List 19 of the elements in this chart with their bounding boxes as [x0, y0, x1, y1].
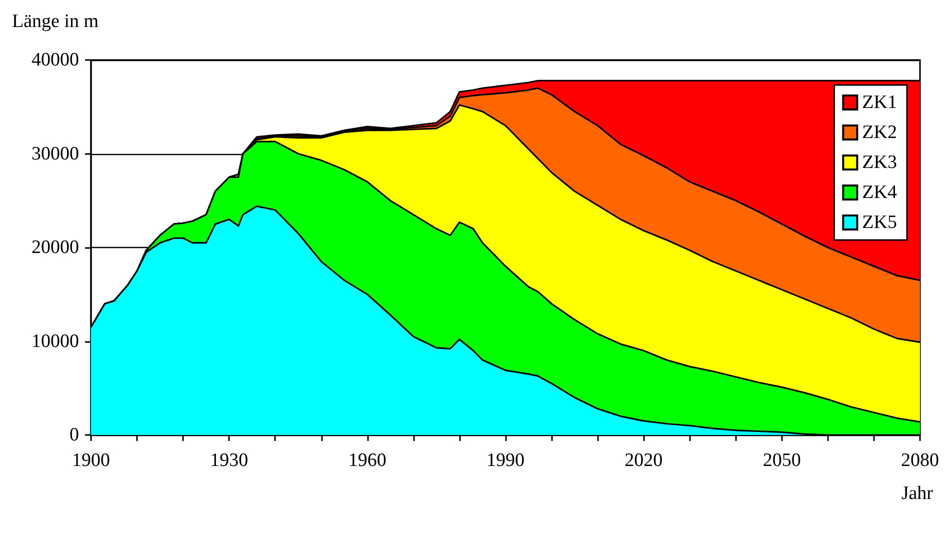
y-tick-label: 30000	[32, 143, 79, 164]
x-tick-label: 2080	[901, 450, 939, 471]
y-tick-label: 10000	[32, 330, 79, 352]
x-tick-label: 1990	[486, 450, 524, 471]
legend-label: ZK3	[862, 152, 897, 173]
legend-label: ZK2	[862, 122, 897, 143]
y-tick-label: 40000	[32, 50, 79, 70]
legend-label: ZK5	[862, 212, 897, 233]
x-axis-title: Jahr	[901, 483, 934, 504]
legend-label: ZK4	[862, 182, 898, 203]
x-tick-label: 2020	[624, 450, 663, 471]
y-tick-label: 0	[70, 424, 79, 446]
x-tick-label: 2050	[762, 450, 801, 471]
x-tick-label: 1960	[348, 450, 386, 471]
x-tick-label: 1900	[72, 450, 110, 471]
x-tick-label: 1930	[210, 450, 248, 471]
y-axis-title: Länge in m	[12, 11, 99, 32]
legend-label: ZK1	[862, 92, 897, 113]
y-tick-label: 20000	[32, 237, 79, 258]
